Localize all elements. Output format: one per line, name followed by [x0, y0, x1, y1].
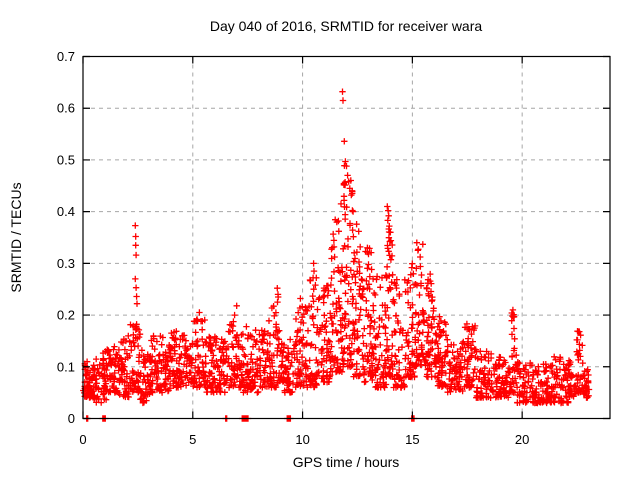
y-tick-label: 0.6	[57, 101, 75, 116]
x-tick-label: 5	[189, 432, 196, 447]
axis-ticks	[82, 55, 610, 420]
x-tick-label: 0	[79, 432, 86, 447]
y-tick-label: 0.5	[57, 152, 75, 167]
tick-labels: 0 5 10 15 20 0 0.1 0.2 0.3 0.4 0.5 0.6 0.7	[57, 49, 529, 447]
plot-border	[82, 55, 611, 420]
y-tick-label: 0.2	[57, 308, 75, 323]
y-axis-label: SRMTID / TECUs	[8, 182, 24, 292]
y-tick-label: 0.3	[57, 256, 75, 271]
y-tick-label: 0.7	[57, 49, 75, 64]
x-tick-label: 15	[405, 432, 419, 447]
y-tick-label: 0.4	[57, 204, 75, 219]
x-tick-label: 10	[295, 432, 309, 447]
y-tick-label: 0.1	[57, 359, 75, 374]
y-tick-label: 0	[68, 411, 75, 426]
chart-title: Day 040 of 2016, SRMTID for receiver war…	[210, 18, 483, 34]
scatter-points	[80, 88, 593, 422]
x-tick-label: 20	[515, 432, 529, 447]
x-axis-label: GPS time / hours	[293, 454, 400, 470]
